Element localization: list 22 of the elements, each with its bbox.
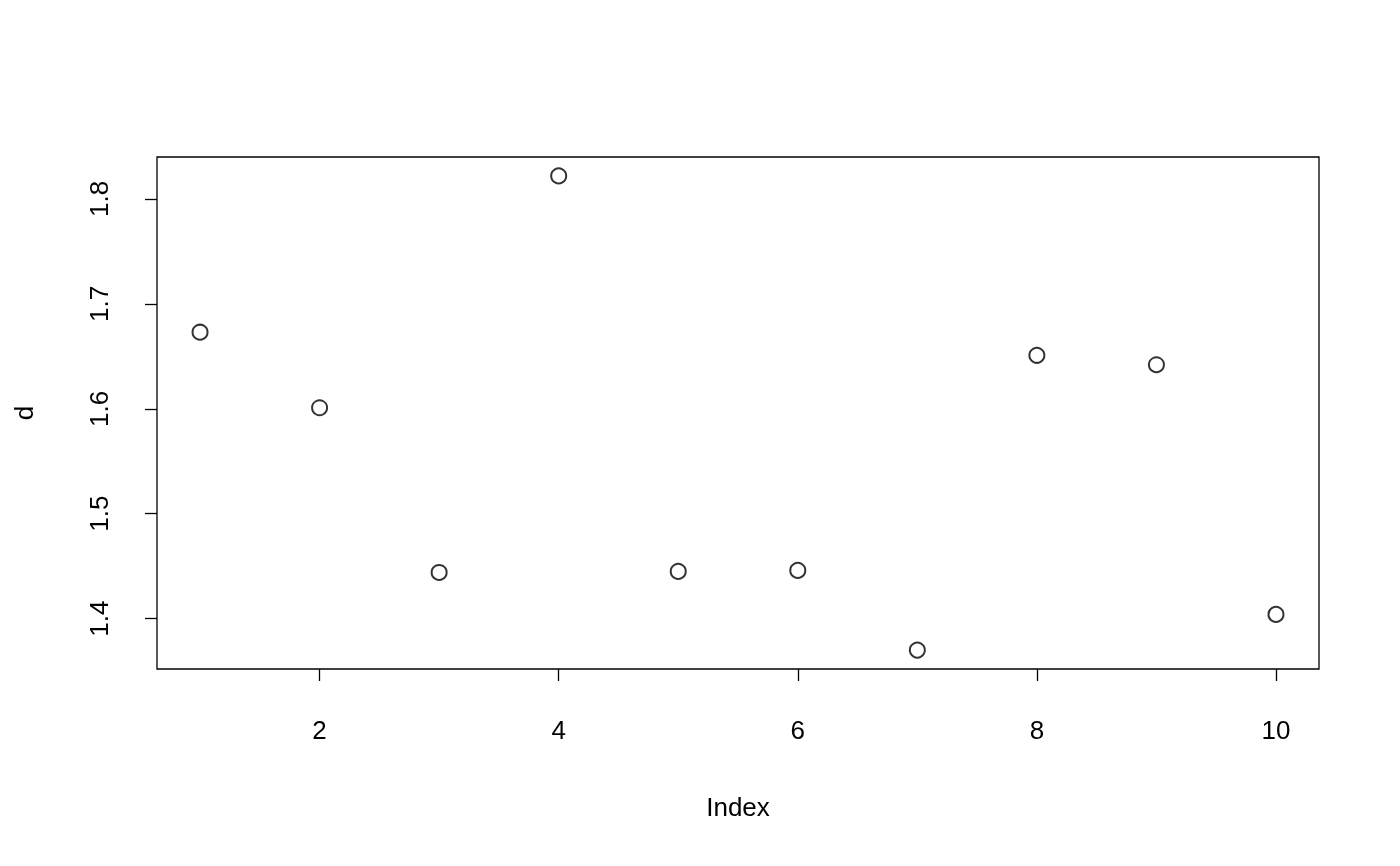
point (430, 563, 448, 581)
point (1147, 356, 1165, 374)
y-axis-title: d (9, 405, 39, 421)
x-tick-label: 10 (1261, 715, 1291, 745)
point (669, 562, 687, 580)
point (191, 323, 209, 341)
x-tick-label: 4 (551, 715, 566, 745)
y-tick-label: 1.4 (84, 600, 114, 637)
point (311, 399, 329, 417)
x-axis-title: Index (706, 792, 770, 822)
y-tick-label: 1.6 (84, 390, 114, 427)
x-tick-label: 6 (790, 715, 806, 745)
point (1267, 605, 1285, 623)
y-tick-label: 1.5 (84, 495, 114, 532)
x-tick-label: 2 (312, 715, 327, 745)
point (1028, 346, 1046, 364)
point (550, 167, 568, 185)
y-tick-label: 1.8 (84, 180, 114, 218)
x-tick-label: 8 (1029, 715, 1045, 745)
point (789, 561, 807, 579)
point (908, 641, 926, 659)
y-tick-label: 1.7 (84, 285, 114, 322)
